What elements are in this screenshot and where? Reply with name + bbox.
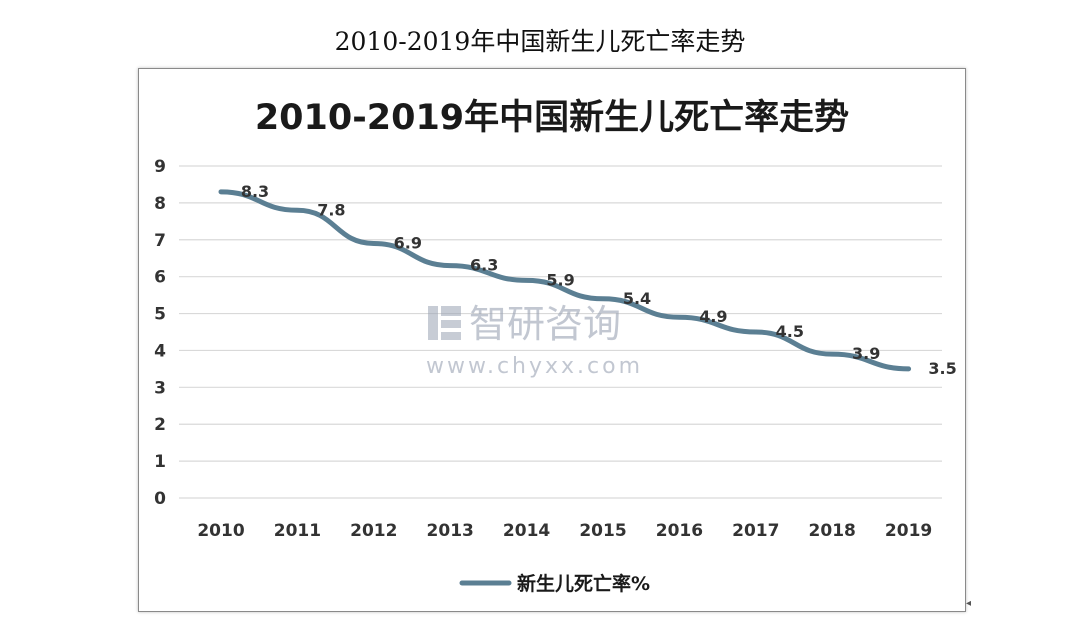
x-axis-ticks: 2010 2011 2012 2013 2014 2015 2016 2017 2018 2019 — [197, 521, 932, 541]
y-axis-ticks: 0 1 2 3 4 5 6 7 8 9 — [154, 157, 166, 509]
x-tick-label: 2019 — [885, 521, 932, 541]
data-label: 5.9 — [546, 270, 574, 289]
data-point — [754, 330, 758, 334]
data-label: 6.3 — [470, 256, 498, 275]
y-tick-label: 8 — [154, 194, 166, 214]
data-point — [219, 190, 223, 194]
x-tick-label: 2013 — [427, 521, 474, 541]
y-tick-label: 4 — [154, 341, 166, 361]
y-tick-label: 0 — [154, 489, 166, 509]
series-line — [218, 189, 912, 372]
data-point — [601, 297, 605, 301]
data-point — [907, 367, 911, 371]
data-point — [372, 241, 376, 245]
legend: 新生儿死亡率% — [459, 572, 650, 595]
data-point — [677, 315, 681, 319]
data-label: 5.4 — [623, 289, 651, 308]
data-point — [525, 278, 529, 282]
y-tick-label: 1 — [154, 452, 166, 472]
data-point — [830, 352, 834, 356]
data-point — [448, 264, 452, 268]
stray-mark: ◂ — [966, 598, 972, 609]
data-label: 4.5 — [776, 322, 804, 341]
data-label: 4.9 — [699, 307, 727, 326]
data-point — [295, 208, 299, 212]
watermark-brand: 智研咨询 — [469, 302, 621, 346]
data-label: 6.9 — [394, 233, 422, 252]
x-tick-label: 2011 — [274, 521, 321, 541]
y-tick-label: 3 — [154, 378, 166, 398]
data-labels: 8.3 7.8 6.9 6.3 5.9 5.4 4.9 4.5 3.9 3.5 — [241, 182, 957, 378]
series-layer — [218, 189, 912, 372]
x-tick-label: 2017 — [732, 521, 779, 541]
line-chart: 2010-2019年中国新生儿死亡率走势 0 1 2 3 4 5 6 7 8 9 2010 2011… — [154, 98, 957, 595]
data-label: 3.5 — [928, 359, 956, 378]
x-tick-label: 2014 — [503, 521, 550, 541]
data-label: 7.8 — [317, 200, 345, 219]
x-tick-label: 2016 — [656, 521, 703, 541]
y-tick-label: 2 — [154, 415, 166, 435]
page-title: 2010-2019年中国新生儿死亡率走势 — [334, 27, 746, 56]
gridlines — [179, 165, 942, 499]
data-label: 3.9 — [852, 344, 880, 363]
chart-frame: 2010-2019年中国新生儿死亡率走势 0 1 2 3 4 5 6 7 8 9 2010 2011… — [138, 68, 966, 612]
x-tick-label: 2018 — [809, 521, 856, 541]
watermark: 智研咨询 www.chyxx.com — [426, 302, 643, 379]
x-tick-label: 2015 — [579, 521, 626, 541]
watermark-url: www.chyxx.com — [426, 354, 643, 379]
data-label: 8.3 — [241, 182, 269, 201]
chart-title: 2010-2019年中国新生儿死亡率走势 — [255, 98, 849, 138]
y-tick-label: 6 — [154, 268, 166, 288]
x-tick-label: 2012 — [350, 521, 397, 541]
legend-label: 新生儿死亡率% — [517, 572, 650, 595]
x-tick-label: 2010 — [197, 521, 244, 541]
watermark-logo-icon — [428, 306, 461, 340]
y-tick-label: 9 — [154, 157, 166, 177]
y-tick-label: 5 — [154, 305, 166, 325]
y-tick-label: 7 — [154, 231, 166, 251]
